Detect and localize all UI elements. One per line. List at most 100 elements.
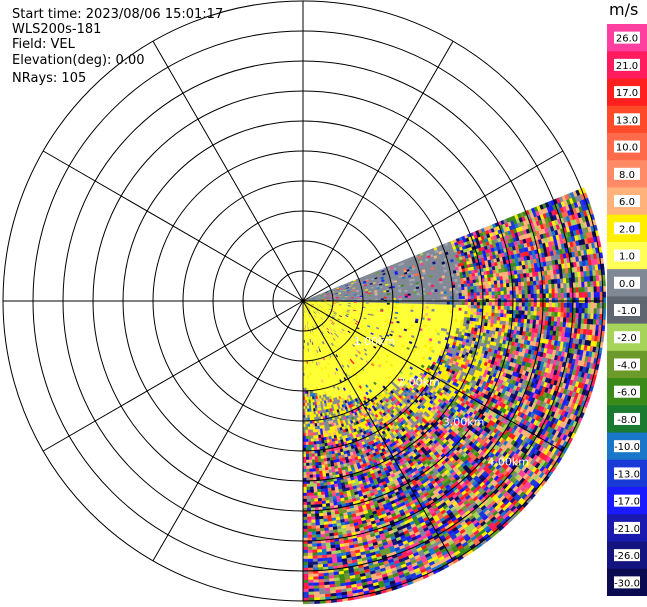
velocity-gate — [503, 302, 508, 307]
velocity-gate — [425, 287, 429, 291]
velocity-gate — [395, 296, 400, 299]
velocity-gate — [476, 305, 481, 309]
velocity-gate — [521, 306, 526, 311]
velocity-gate — [527, 306, 532, 312]
velocity-gate — [491, 291, 496, 296]
velocity-gate — [592, 319, 597, 326]
velocity-gate — [518, 310, 522, 315]
velocity-gate — [437, 296, 442, 300]
velocity-gate — [557, 297, 562, 303]
velocity-gate — [505, 317, 510, 322]
velocity-gate — [404, 297, 409, 300]
velocity-gate — [416, 295, 421, 298]
velocity-gate — [467, 305, 472, 309]
velocity-gate — [434, 309, 438, 313]
velocity-gate — [596, 280, 600, 287]
velocity-gate — [455, 287, 459, 291]
velocity-gate — [518, 282, 522, 287]
velocity-gate — [578, 302, 583, 309]
velocity-gate — [593, 291, 598, 298]
velocity-gate — [491, 295, 496, 299]
velocity-gate — [380, 298, 385, 301]
velocity-gate — [442, 283, 447, 287]
velocity-gate — [545, 316, 549, 322]
velocity-field — [302, 187, 607, 605]
velocity-gate — [526, 319, 531, 324]
velocity-gate — [536, 298, 541, 303]
velocity-gate — [590, 292, 595, 298]
velocity-gate — [463, 320, 468, 324]
velocity-gate — [590, 313, 594, 320]
velocity-gate — [494, 302, 499, 307]
velocity-gate — [497, 313, 501, 318]
velocity-gate — [431, 306, 436, 310]
velocity-gate — [443, 312, 447, 316]
velocity-gate — [580, 276, 585, 283]
velocity-gate — [365, 298, 370, 301]
velocity-gate — [416, 290, 420, 294]
velocity-gate — [521, 298, 526, 303]
velocity-gate — [434, 294, 439, 298]
velocity-gate — [466, 280, 471, 284]
velocity-gate — [521, 310, 525, 316]
velocity-gate — [496, 280, 501, 285]
velocity-gate — [524, 285, 528, 291]
velocity-gate — [517, 318, 522, 324]
velocity-gate — [458, 290, 462, 294]
velocity-gate — [461, 307, 465, 312]
velocity-gate — [530, 302, 535, 308]
velocity-gate — [437, 304, 442, 308]
velocity-gate — [470, 308, 474, 312]
velocity-gate — [574, 277, 579, 283]
velocity-gate — [404, 291, 408, 295]
velocity-gate — [467, 292, 472, 297]
velocity-gate — [455, 307, 460, 311]
velocity-gate — [464, 295, 469, 300]
velocity-gate — [560, 307, 565, 313]
velocity-gate — [463, 317, 468, 321]
velocity-gate — [458, 293, 463, 297]
velocity-gate — [548, 311, 552, 317]
velocity-gate — [578, 282, 582, 288]
velocity-gate — [491, 287, 495, 292]
velocity-gate — [499, 320, 504, 325]
velocity-gate — [584, 302, 589, 309]
velocity-gate — [581, 287, 586, 293]
velocity-gate — [551, 311, 555, 317]
velocity-gate — [530, 315, 534, 320]
velocity-gate — [428, 308, 432, 312]
velocity-gate — [458, 307, 463, 312]
velocity-gate — [428, 292, 433, 296]
velocity-gate — [386, 298, 391, 301]
velocity-gate — [434, 311, 438, 315]
velocity-gate — [578, 307, 583, 314]
velocity-gate — [581, 292, 586, 298]
velocity-gate — [463, 280, 468, 285]
velocity-gate — [428, 289, 432, 293]
velocity-gate — [520, 277, 525, 283]
velocity-gate — [560, 297, 565, 303]
velocity-gate — [527, 310, 531, 316]
velocity-gate — [383, 298, 388, 301]
velocity-gate — [410, 305, 415, 309]
velocity-gate — [428, 304, 433, 307]
velocity-gate — [401, 297, 406, 300]
velocity-gate — [484, 319, 489, 324]
velocity-gate — [553, 278, 558, 285]
velocity-gate — [485, 312, 489, 317]
velocity-gate — [401, 301, 406, 304]
velocity-gate — [515, 290, 520, 295]
velocity-gate — [545, 311, 549, 317]
velocity-gate — [503, 313, 507, 318]
velocity-gate — [527, 285, 531, 291]
velocity-gate — [575, 302, 580, 309]
velocity-gate — [473, 302, 478, 306]
velocity-gate — [487, 315, 492, 321]
velocity-gate — [436, 283, 441, 288]
velocity-gate — [407, 295, 412, 298]
velocity-gate — [494, 305, 499, 310]
velocity-gate — [581, 297, 586, 304]
velocity-gate — [563, 297, 568, 303]
velocity-gate — [377, 297, 382, 299]
velocity-gate — [457, 284, 462, 288]
